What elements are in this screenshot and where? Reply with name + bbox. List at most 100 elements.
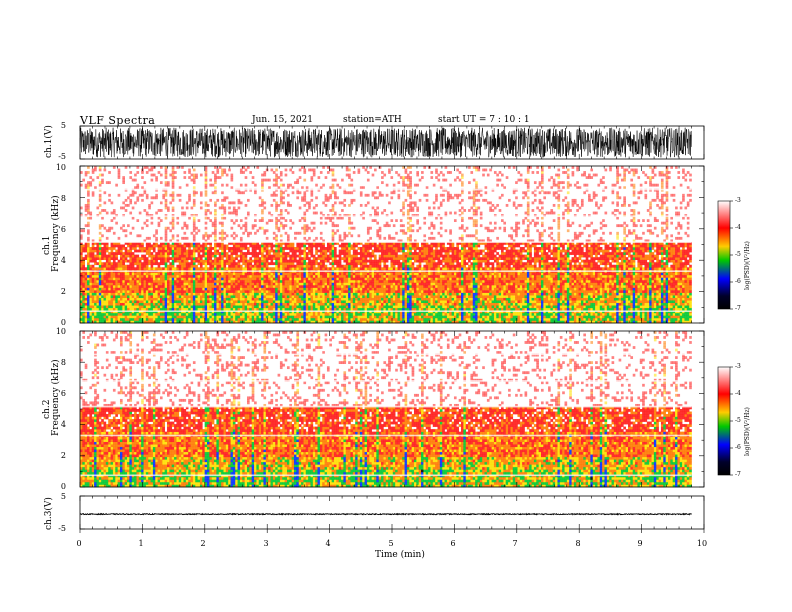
ch1-spectrogram-cell — [244, 168, 248, 172]
ch1-spectrogram-cell — [249, 252, 252, 255]
ch1-spectrogram-cell — [319, 287, 323, 291]
ch1-spectrogram-cell — [376, 302, 379, 306]
ch1-spectrogram-cell — [270, 297, 274, 301]
ch1-spectrogram-cell — [221, 312, 224, 316]
ch1-spectrogram-cell — [129, 320, 133, 324]
ch1-spectrogram-cell — [246, 312, 250, 316]
ch1-spectrogram-cell — [192, 307, 196, 311]
ch1-spectrogram-cell — [171, 317, 175, 321]
ch1-spectrogram-cell — [239, 264, 243, 268]
ch1-spectrogram-cell — [263, 307, 267, 311]
ch1-spectrogram-cell — [272, 320, 276, 324]
ch1-spectrogram-cell — [214, 191, 217, 195]
ch1-spectrogram-cell — [310, 178, 314, 182]
ch1-spectrogram-cell — [364, 262, 368, 266]
ch1-spectrogram-cell — [131, 279, 135, 283]
ch1-spectrogram-cell — [308, 226, 311, 230]
ch1-spectrogram-cell — [265, 295, 269, 298]
ch1-spectrogram-cell — [87, 171, 90, 174]
ch1-spectrogram-cell — [282, 295, 285, 298]
ch1-spectrogram-cell — [279, 267, 283, 271]
ch1-spectrogram-cell — [141, 307, 144, 311]
ch1-spectrogram-cell — [324, 285, 328, 288]
ch1-spectrogram-cell — [324, 320, 328, 324]
ch1-spectrogram-cell — [317, 241, 321, 245]
ch1-spectrogram-cell — [286, 317, 290, 321]
ch1-spectrogram-cell — [381, 285, 384, 288]
ch1-spectrogram-cell — [324, 196, 328, 200]
ch1-spectrogram-cell — [110, 300, 114, 304]
ch1-spectrogram-cell — [326, 196, 330, 200]
ch1-spectrogram-cell — [101, 292, 104, 296]
ch1-spectrogram-cell — [341, 247, 344, 250]
ch1-spectrogram-cell — [336, 302, 340, 306]
ch1-spectrogram-cell — [221, 290, 224, 293]
ch1-spectrogram-cell — [319, 272, 323, 276]
ch1-spectrogram-cell — [352, 277, 356, 281]
ch1-spectrogram-cell — [197, 305, 201, 309]
ch1-spectrogram-cell — [352, 247, 356, 250]
ch1-spectrogram-cell — [291, 282, 295, 286]
ch1-spectrogram-cell — [350, 259, 354, 263]
ch1-spectrogram-cell — [143, 300, 147, 304]
ch1-spectrogram-cell — [112, 274, 116, 278]
ch1-spectrogram-cell — [171, 305, 175, 309]
ch1-spectrogram-cell — [303, 178, 307, 182]
ch1-spectrogram-cell — [89, 277, 93, 281]
ch1-spectrogram-cell — [105, 211, 109, 215]
ch1-spectrogram-cell — [294, 320, 297, 324]
ch1-spectrogram-cell — [329, 292, 332, 296]
ch1-spectrogram-cell — [98, 295, 102, 298]
ch1-spectrogram-cell — [148, 317, 151, 321]
ch1-spectrogram-cell — [279, 274, 283, 278]
ch1-spectrogram-cell — [141, 292, 144, 296]
ch1-spectrogram-cell — [207, 247, 210, 250]
ch1-spectrogram-cell — [261, 279, 264, 283]
ch1-spectrogram-cell — [338, 216, 342, 220]
ch1-spectrogram-cell — [181, 290, 184, 293]
ch1-spectrogram-cell — [171, 226, 175, 230]
ch1-spectrogram-cell — [359, 267, 363, 271]
ch1-spectrogram-cell — [145, 315, 149, 319]
ch1-spectrogram-cell — [171, 176, 175, 179]
ch1-spectrogram-cell — [117, 315, 121, 319]
ch1-spectrogram-cell — [96, 320, 100, 324]
ch1-spectrogram-cell — [310, 292, 314, 296]
ch1-spectrogram-cell — [169, 315, 173, 319]
ch1-spectrogram-cell — [131, 226, 135, 230]
ch1-spectrogram-cell — [286, 211, 290, 215]
ch1-spectrogram-cell — [176, 249, 180, 253]
ch1-spectrogram-cell — [331, 231, 335, 235]
ch1-spectrogram-cell — [174, 241, 177, 245]
ch1-spectrogram-cell — [122, 224, 125, 228]
ch1-spectrogram-cell — [225, 295, 229, 298]
ch1-spectrogram-cell — [230, 211, 234, 215]
ch1-spectrogram-cell — [296, 241, 300, 245]
ch1-spectrogram-cell — [115, 221, 118, 225]
ch1-spectrogram-cell — [359, 272, 363, 276]
ch1-spectrogram-cell — [134, 178, 137, 182]
ch1-spectrogram-cell — [159, 272, 163, 276]
ch1-spectrogram-cell — [157, 282, 161, 286]
ch1-spectrogram-cell — [242, 259, 245, 263]
ch1-spectrogram-cell — [251, 252, 255, 255]
ch1-spectrogram-cell — [108, 193, 111, 197]
ch1-spectrogram-cell — [294, 254, 297, 258]
ch1-spectrogram-panel — [79, 165, 705, 324]
ch1-spectrogram-cell — [112, 259, 116, 263]
ch1-spectrogram-cell — [171, 257, 175, 260]
ch1-spectrogram-cell — [364, 168, 368, 172]
ch1-spectrogram-cell — [350, 277, 354, 281]
ch1-spectrogram-cell — [188, 317, 191, 321]
ch1-spectrogram-cell — [355, 277, 358, 281]
ch1-spectrogram-cell — [277, 259, 281, 263]
ch1-spectrogram-cell — [303, 203, 307, 207]
ch1-spectrogram-cell — [352, 254, 356, 258]
ch1-spectrogram-cell — [82, 262, 85, 266]
ch1-spectrogram-cell — [352, 320, 356, 324]
ch1-spectrogram-cell — [232, 201, 236, 205]
ch1-spectrogram-cell — [221, 254, 224, 258]
ch1-spectrogram-cell — [348, 226, 351, 230]
ch1-spectrogram-cell — [122, 272, 125, 276]
ch1-spectrogram-cell — [357, 307, 361, 311]
